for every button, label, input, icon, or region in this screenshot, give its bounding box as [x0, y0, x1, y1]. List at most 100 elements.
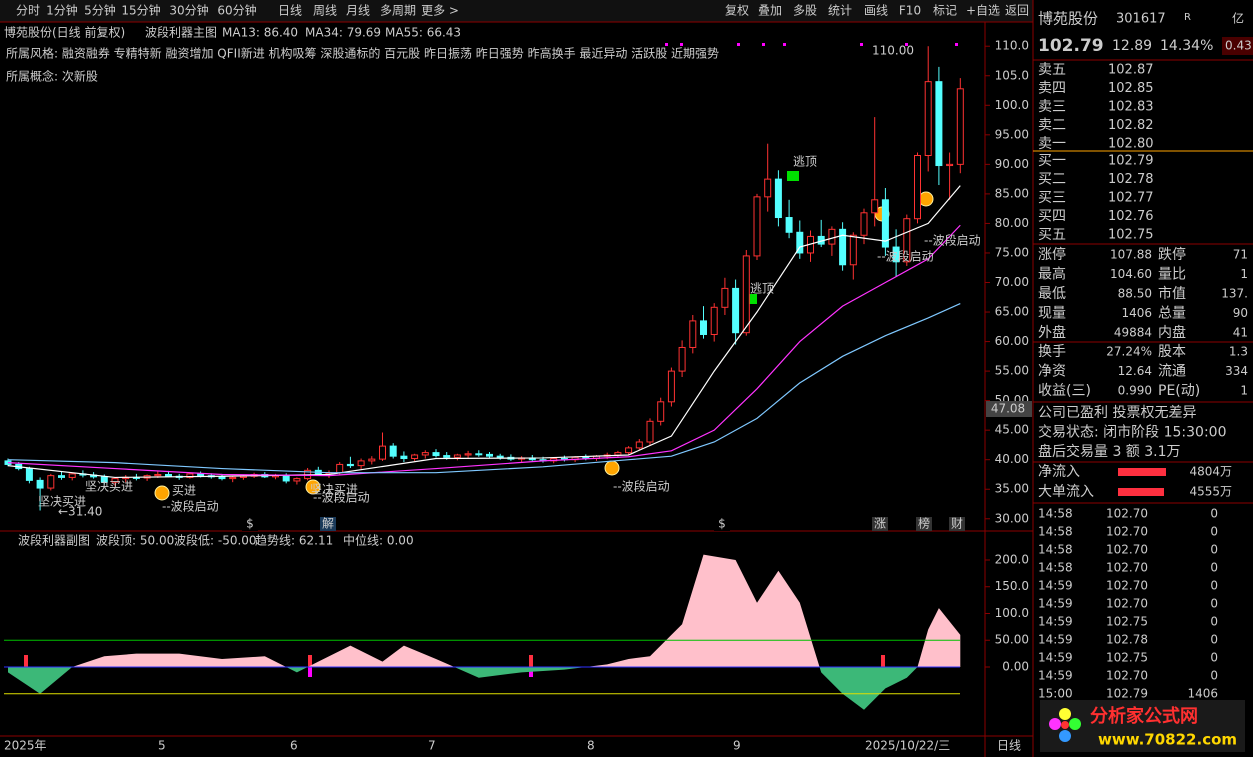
trade-price: 102.70 — [1106, 543, 1148, 557]
event-box — [949, 517, 965, 531]
period-tab[interactable]: 60分钟 — [217, 3, 256, 18]
signal-annotation: --波段启动 — [877, 249, 934, 264]
tool-button[interactable]: 标记 — [933, 4, 957, 18]
candle-body — [839, 228, 847, 266]
trade-price: 102.70 — [1106, 561, 1148, 575]
candle-body — [475, 453, 483, 456]
signal-annotation: --波段启动 — [313, 490, 370, 505]
candle-body — [346, 463, 354, 467]
event-marker[interactable]: $ — [246, 517, 254, 531]
candle-body — [956, 88, 964, 165]
period-tab[interactable]: 日线 — [278, 4, 302, 18]
candle-body — [946, 163, 954, 167]
stat-value: 27.24% — [1106, 345, 1152, 359]
book-price: 102.85 — [1108, 81, 1154, 96]
period-tab[interactable]: 月线 — [346, 4, 370, 18]
candle-body — [860, 212, 868, 236]
event-marker[interactable]: 涨 — [874, 516, 886, 531]
event-marker[interactable]: 解 — [322, 517, 334, 531]
trade-volume: 0 — [1210, 525, 1218, 539]
trade-price: 102.70 — [1106, 579, 1148, 593]
top-dots — [665, 43, 958, 46]
candle-body — [293, 478, 301, 482]
signal-annotation: 坚决买进 — [38, 495, 86, 509]
petal — [1061, 721, 1069, 729]
low-label: ←31.40 — [58, 505, 102, 519]
trade-price: 102.70 — [1106, 669, 1148, 683]
ma-line — [7, 224, 961, 477]
event-box — [916, 517, 932, 531]
signal-tick — [529, 667, 533, 677]
period-tab[interactable]: 1分钟 — [46, 3, 78, 18]
tool-button[interactable]: 叠加 — [758, 4, 782, 18]
candle-body — [646, 420, 654, 443]
period-tab[interactable]: 周线 — [313, 4, 337, 18]
oscillator-negative — [8, 667, 918, 710]
stat-name: 最低 — [1038, 286, 1066, 302]
y-tick-label: 45.00 — [995, 423, 1029, 437]
stat-value: 1 — [1240, 267, 1248, 281]
tool-button[interactable]: F10 — [899, 4, 921, 18]
y-tick-label: 0.00 — [1002, 659, 1029, 673]
dot — [860, 43, 863, 46]
candle-body — [785, 217, 793, 233]
stat-name: 总量 — [1158, 306, 1186, 322]
x-tick-label: 2025/10/22/三 — [865, 739, 950, 753]
x-tick-label: 2025年 — [4, 739, 47, 753]
side-box — [1222, 37, 1253, 55]
stat-name: PE(动) — [1158, 383, 1200, 399]
y-tick-label: 105.0 — [995, 68, 1029, 82]
side-value: 0.43 — [1225, 39, 1252, 53]
stat-name: 收益(三) — [1038, 383, 1091, 399]
y-tick-label: 65.00 — [995, 305, 1029, 319]
candle-body — [903, 218, 911, 263]
y-tick-label: 30.00 — [995, 511, 1029, 525]
stock-code: 301617 — [1116, 12, 1166, 27]
stat-name: 涨停 — [1038, 246, 1066, 263]
event-box — [320, 517, 336, 531]
stat-value: 71 — [1233, 248, 1248, 262]
tool-button[interactable]: 复权 — [725, 4, 749, 18]
signal-annotation: 逃顶 — [750, 282, 774, 296]
candle-body — [36, 479, 44, 489]
tool-button[interactable]: 多股 — [793, 4, 817, 18]
concept-tags: 所属概念: 次新股 — [6, 69, 98, 84]
candle-body — [635, 441, 643, 449]
tool-button[interactable]: 返回 — [1005, 4, 1029, 18]
book-price: 102.79 — [1108, 154, 1154, 169]
stat-name: 量比 — [1158, 267, 1186, 283]
trade-time: 14:59 — [1038, 669, 1073, 683]
book-price: 102.80 — [1108, 137, 1154, 152]
period-tab[interactable]: 分时 — [16, 4, 40, 18]
y-tick-label: 50.00 — [995, 633, 1029, 647]
period-tab[interactable]: 15分钟 — [121, 3, 160, 18]
last-price: 102.79 — [1038, 36, 1104, 56]
period-tab[interactable]: 更多 > — [421, 4, 459, 18]
period-tab[interactable]: 多周期 — [380, 4, 416, 18]
signal-icon — [604, 460, 620, 476]
period-tab[interactable]: 30分钟 — [169, 3, 208, 18]
tool-button[interactable]: 画线 — [864, 4, 888, 18]
book-price: 102.78 — [1108, 172, 1154, 187]
candle-body — [453, 454, 461, 458]
tool-button[interactable]: +自选 — [966, 4, 1000, 18]
y-tick-label: 90.00 — [995, 157, 1029, 171]
candle-body — [496, 455, 504, 458]
stat-value: 107.88 — [1110, 248, 1152, 262]
event-marker[interactable]: 榜 — [918, 516, 930, 531]
trade-price: 102.70 — [1106, 525, 1148, 539]
period-tab[interactable]: 5分钟 — [84, 3, 116, 18]
flow-bar — [1118, 468, 1166, 476]
sub-legend: 波段顶: 50.00 — [96, 533, 174, 548]
ma-legend: MA55: 66.43 — [385, 26, 461, 40]
book-price: 102.87 — [1108, 63, 1154, 78]
tool-button[interactable]: 统计 — [828, 4, 852, 18]
candle-body — [689, 320, 697, 348]
sub-legend: 趋势线: 62.11 — [255, 534, 333, 548]
event-marker[interactable]: 财 — [951, 517, 963, 531]
stat-value: 334 — [1225, 364, 1248, 378]
stock-name: 博苑股份 — [1038, 10, 1098, 28]
event-marker[interactable]: $ — [718, 517, 726, 531]
book-level: 卖二 — [1038, 118, 1066, 134]
